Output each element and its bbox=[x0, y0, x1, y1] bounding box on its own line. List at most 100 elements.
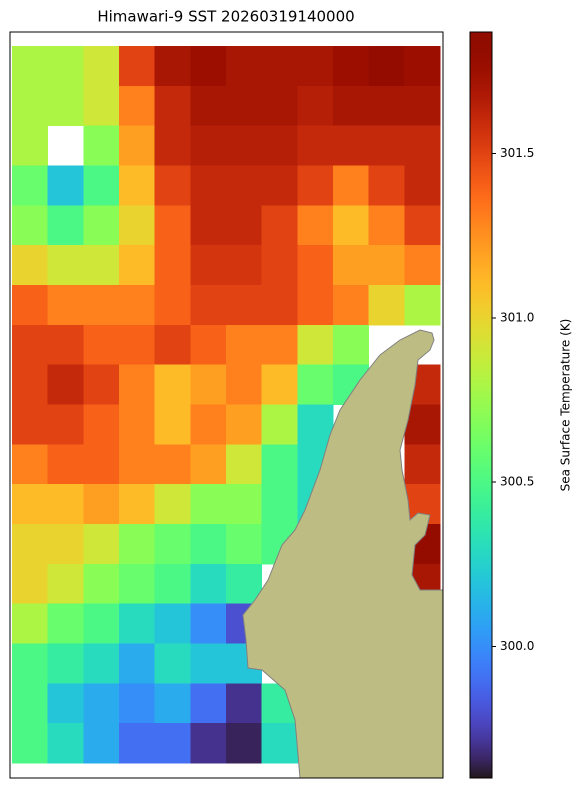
heat-cell bbox=[404, 46, 441, 87]
heat-cell bbox=[83, 125, 120, 166]
heat-cell bbox=[119, 285, 156, 326]
heat-cell bbox=[261, 85, 298, 127]
heat-cell bbox=[190, 165, 227, 206]
heat-cell bbox=[190, 324, 227, 366]
heat-cell bbox=[154, 324, 191, 366]
heat-cell bbox=[83, 285, 120, 326]
heat-cell bbox=[12, 285, 49, 326]
heat-cell bbox=[404, 165, 441, 206]
colorbar bbox=[469, 31, 493, 779]
heat-cell bbox=[404, 205, 441, 246]
heat-cell bbox=[12, 563, 49, 605]
heat-cell bbox=[119, 125, 156, 166]
heat-cell bbox=[333, 46, 370, 87]
heat-cell bbox=[47, 364, 84, 405]
land bbox=[242, 329, 444, 779]
heat-cell bbox=[190, 524, 227, 565]
heat-cell bbox=[261, 46, 298, 87]
heat-cell bbox=[119, 603, 156, 644]
heat-cell bbox=[333, 285, 370, 326]
heat-cell bbox=[47, 643, 84, 684]
heat-cell bbox=[119, 683, 156, 724]
heat-cell bbox=[47, 563, 84, 605]
heat-cell bbox=[12, 603, 49, 644]
heat-cell bbox=[119, 444, 156, 485]
heat-cell bbox=[119, 85, 156, 127]
heat-cell bbox=[261, 285, 298, 326]
heat-cell bbox=[83, 643, 120, 684]
heat-cell bbox=[47, 324, 84, 366]
heat-cell bbox=[190, 85, 227, 127]
heat-cell bbox=[190, 364, 227, 405]
heat-cell bbox=[297, 46, 334, 87]
heat-cell bbox=[297, 285, 334, 326]
chart-title: Himawari-9 SST 20260319140000 bbox=[97, 8, 354, 26]
heat-cell bbox=[12, 46, 49, 87]
heat-cell bbox=[261, 245, 298, 286]
heat-cell bbox=[226, 125, 263, 166]
heat-cell bbox=[190, 205, 227, 246]
heat-cell bbox=[261, 484, 298, 525]
heat-cell bbox=[83, 563, 120, 605]
heat-cell bbox=[190, 484, 227, 525]
heat-cell bbox=[12, 364, 49, 405]
heat-cell bbox=[119, 563, 156, 605]
heat-cell bbox=[154, 643, 191, 684]
colorbar-tick-label: 300.0 bbox=[500, 639, 534, 653]
heat-cell bbox=[154, 404, 191, 445]
heat-cell bbox=[226, 404, 263, 445]
heat-cell bbox=[12, 404, 49, 445]
heat-cell bbox=[226, 324, 263, 366]
heat-cell bbox=[154, 723, 191, 764]
heat-cell bbox=[83, 723, 120, 764]
heat-cell bbox=[333, 125, 370, 166]
heat-cell bbox=[47, 85, 84, 127]
heat-cell bbox=[226, 723, 263, 764]
heat-cell bbox=[226, 364, 263, 405]
heat-cell bbox=[226, 165, 263, 206]
heat-cell bbox=[261, 404, 298, 445]
heat-cell bbox=[368, 285, 405, 326]
heat-cell bbox=[368, 205, 405, 246]
heat-cell bbox=[47, 484, 84, 525]
heat-cell bbox=[12, 205, 49, 246]
heat-cell bbox=[404, 404, 441, 445]
heat-cell bbox=[297, 125, 334, 166]
heat-cell bbox=[83, 683, 120, 724]
heat-cell bbox=[368, 245, 405, 286]
heat-cell bbox=[190, 723, 227, 764]
heat-cell bbox=[47, 285, 84, 326]
heat-cell bbox=[119, 245, 156, 286]
heat-cell bbox=[297, 245, 334, 286]
heat-cell bbox=[83, 444, 120, 485]
heat-cell bbox=[190, 285, 227, 326]
heat-cell bbox=[12, 165, 49, 206]
heat-cell bbox=[368, 125, 405, 166]
heat-cell bbox=[119, 165, 156, 206]
heat-cell bbox=[154, 165, 191, 206]
heat-cell bbox=[154, 364, 191, 405]
heat-cell bbox=[83, 245, 120, 286]
heat-cell bbox=[83, 404, 120, 445]
colorbar-label: Sea Surface Temperature (K) bbox=[559, 319, 573, 492]
heat-cell bbox=[12, 324, 49, 366]
heat-cell bbox=[261, 723, 298, 764]
heat-cell bbox=[333, 85, 370, 127]
heat-cell bbox=[190, 643, 227, 684]
heat-cell bbox=[119, 484, 156, 525]
heat-cell bbox=[333, 205, 370, 246]
heat-cell bbox=[190, 404, 227, 445]
heat-cell bbox=[119, 524, 156, 565]
heat-cell bbox=[226, 484, 263, 525]
heat-cell bbox=[297, 85, 334, 127]
heat-cell bbox=[261, 165, 298, 206]
heat-cell bbox=[154, 484, 191, 525]
heat-cell bbox=[190, 245, 227, 286]
heat-cell bbox=[12, 723, 49, 764]
heat-cell bbox=[47, 444, 84, 485]
heat-cell bbox=[154, 524, 191, 565]
heat-cell bbox=[190, 603, 227, 644]
heat-cell bbox=[12, 444, 49, 485]
heat-cell bbox=[47, 683, 84, 724]
